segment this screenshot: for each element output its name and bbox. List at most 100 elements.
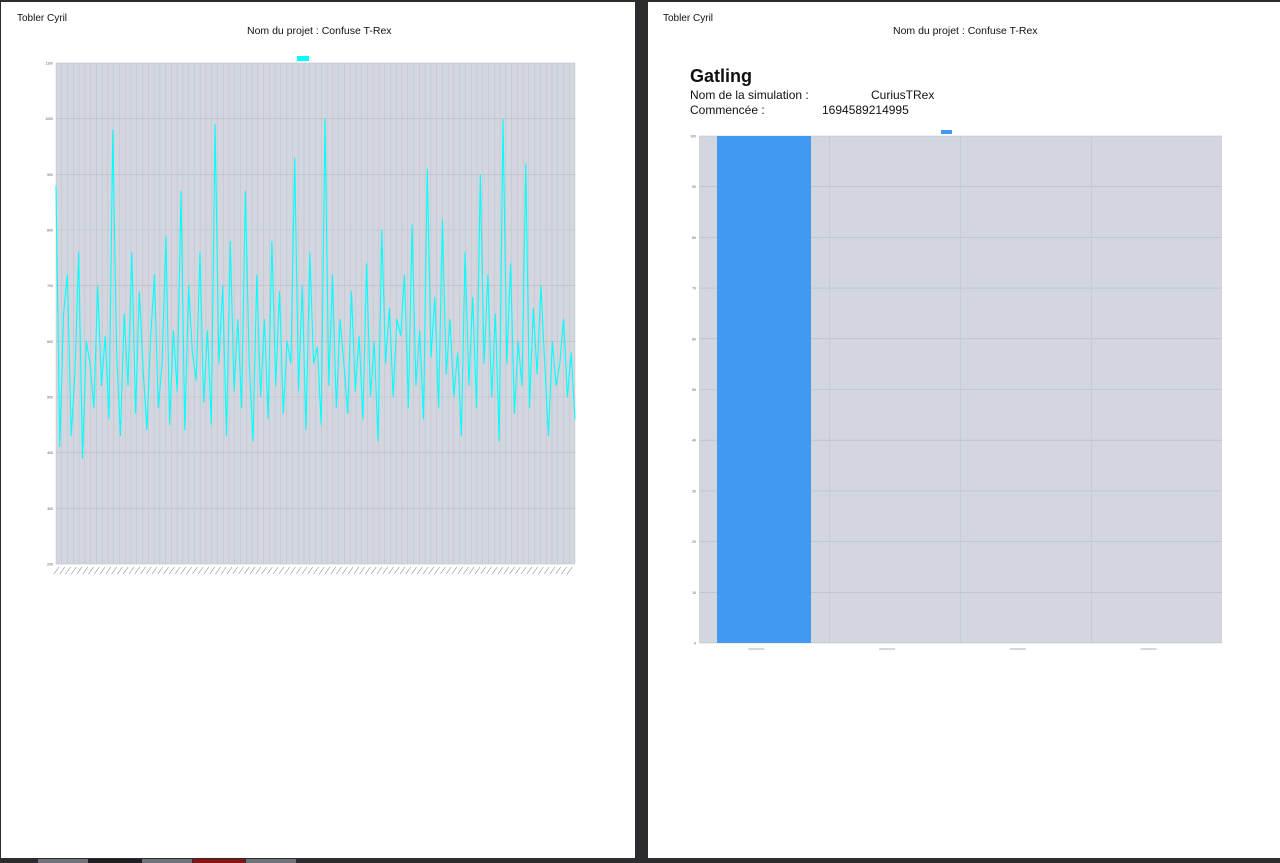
legend-swatch xyxy=(297,56,309,61)
x-tick-label xyxy=(405,566,412,575)
x-tick-label xyxy=(411,566,417,575)
simulation-label: Nom de la simulation : xyxy=(690,88,809,102)
x-tick-label xyxy=(336,566,342,575)
x-tick-label xyxy=(324,566,331,575)
x-tick-label xyxy=(434,566,440,575)
response-distribution-bar-chart: 0 10 20 30 40 50 60 70 80 90 100 xyxy=(648,2,1280,702)
x-tick-label xyxy=(388,566,394,575)
x-tick-label xyxy=(272,566,279,575)
x-tick-label xyxy=(566,566,573,575)
x-tick-labels xyxy=(53,566,573,575)
y-tick-label: 60 xyxy=(692,337,696,341)
x-tick-label xyxy=(226,566,233,575)
x-tick-label xyxy=(382,566,388,575)
x-tick-label xyxy=(134,566,140,575)
x-tick-label xyxy=(468,566,475,575)
taskbar-item[interactable] xyxy=(246,859,296,863)
x-tick-label xyxy=(330,566,337,575)
x-tick-label xyxy=(117,566,123,575)
legend-swatch xyxy=(941,130,952,134)
x-tick-label xyxy=(88,566,94,575)
y-tick-label: 50 xyxy=(692,388,696,392)
x-tick-label xyxy=(128,566,135,575)
x-tick-label xyxy=(169,566,175,575)
y-tick-label: 500 xyxy=(47,396,53,400)
legend xyxy=(941,130,952,134)
x-tick-label xyxy=(486,566,492,575)
x-tick-label xyxy=(509,566,515,575)
x-tick-label xyxy=(515,566,521,575)
x-tick-label xyxy=(186,566,192,575)
y-tick-label: 200 xyxy=(47,563,53,567)
taskbar-item[interactable] xyxy=(88,859,142,863)
x-tick-label xyxy=(319,566,325,575)
y-tick-label: 70 xyxy=(692,287,696,291)
x-tick-label xyxy=(440,566,446,575)
bar-chart-svg: 0 10 20 30 40 50 60 70 80 90 100 xyxy=(690,130,1222,650)
x-tick-label xyxy=(238,566,244,575)
y-tick-label: 600 xyxy=(47,340,53,344)
taskbar xyxy=(0,859,1280,863)
x-tick-label xyxy=(376,566,383,575)
x-tick-label xyxy=(365,566,371,575)
start-row: Commencée : 1694589214995 xyxy=(690,103,909,117)
x-tick-label xyxy=(192,566,198,575)
x-tick-label xyxy=(140,566,146,575)
x-tick-label xyxy=(526,566,533,575)
x-tick-label xyxy=(220,566,227,575)
start-label: Commencée : xyxy=(690,103,765,117)
series-line xyxy=(55,118,576,459)
x-tick-label xyxy=(111,566,117,575)
y-tick-label: 90 xyxy=(692,185,696,189)
x-tick-label xyxy=(532,566,538,575)
x-tick-label xyxy=(457,566,463,575)
y-tick-label: 0 xyxy=(694,642,696,646)
x-tick-label xyxy=(480,566,486,575)
x-tick-label xyxy=(445,566,452,575)
x-tick-label xyxy=(157,566,164,575)
x-tick-label xyxy=(417,566,423,575)
x-tick-label xyxy=(146,566,152,575)
simulation-value: CuriusTRex xyxy=(871,88,935,102)
x-tick-label xyxy=(174,566,181,575)
grid xyxy=(55,62,576,565)
x-tick-label xyxy=(255,566,262,575)
x-tick-label xyxy=(99,566,106,575)
y-tick-label: 80 xyxy=(692,236,696,240)
x-tick-label xyxy=(342,566,348,575)
x-tick-label xyxy=(244,566,250,575)
taskbar-item[interactable] xyxy=(193,859,245,863)
x-tick-label xyxy=(538,566,544,575)
start-value: 1694589214995 xyxy=(822,103,909,117)
x-tick-label xyxy=(76,566,83,575)
x-tick-label xyxy=(555,566,561,575)
author-name: Tobler Cyril xyxy=(663,13,714,24)
x-tick-label xyxy=(422,566,429,575)
x-tick-label xyxy=(347,566,354,575)
x-tick-label xyxy=(59,566,66,575)
x-tick-label xyxy=(249,566,256,575)
x-tick-label xyxy=(94,566,100,575)
x-tick-label xyxy=(428,566,435,575)
x-tick-label xyxy=(503,566,510,575)
x-tick-label xyxy=(290,566,296,575)
project-name: Nom du projet : Confuse T-Rex xyxy=(893,25,1038,37)
taskbar-item[interactable] xyxy=(38,859,88,863)
y-tick-label: 400 xyxy=(47,451,53,455)
x-tick-label xyxy=(543,566,550,575)
line-chart-svg: 200 300 400 500 600 700 800 900 1000 1100 xyxy=(45,56,576,575)
x-tick-label xyxy=(65,566,71,575)
y-tick-label: 30 xyxy=(692,489,696,493)
taskbar-item[interactable] xyxy=(142,859,192,863)
y-tick-label: 700 xyxy=(47,284,53,288)
x-tick-label xyxy=(313,566,319,575)
x-tick-label xyxy=(295,566,302,575)
x-tick-label xyxy=(549,566,556,575)
x-tick-label xyxy=(197,566,204,575)
x-tick-label xyxy=(105,566,112,575)
y-tick-label: 1000 xyxy=(45,117,53,121)
x-tick-label xyxy=(267,566,273,575)
x-tick-label xyxy=(122,566,129,575)
report-page-1: Tobler Cyril Nom du projet : Confuse T-R… xyxy=(1,2,635,858)
x-tick-label xyxy=(284,566,290,575)
